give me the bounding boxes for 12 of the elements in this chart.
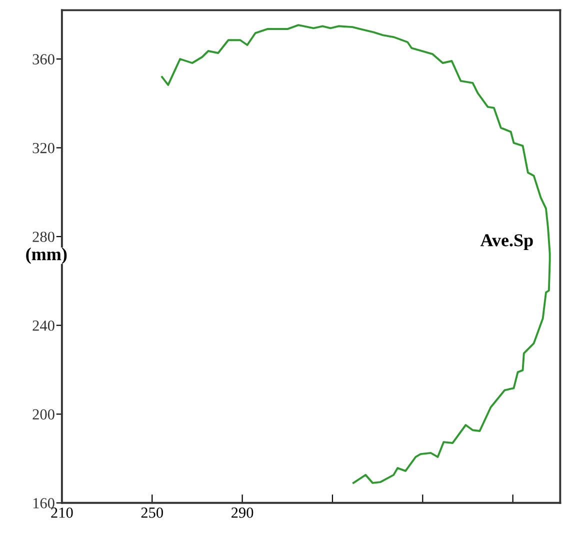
- annotation: Ave.Sp: [480, 234, 533, 250]
- annotation: (mm): [26, 248, 67, 264]
- x-tick-label: 290: [232, 508, 254, 518]
- y-tick-label: 320: [32, 142, 54, 154]
- line-series: [161, 24, 551, 484]
- y-tick-label: 200: [32, 409, 54, 420]
- y-tick-label: 280: [32, 232, 54, 242]
- x-tick-label: 210: [51, 508, 73, 518]
- x-tick-label: 250: [141, 508, 163, 518]
- y-tick-label: 360: [32, 54, 54, 64]
- y-tick-label: 240: [32, 320, 54, 331]
- y-tick-label: 160: [33, 498, 54, 508]
